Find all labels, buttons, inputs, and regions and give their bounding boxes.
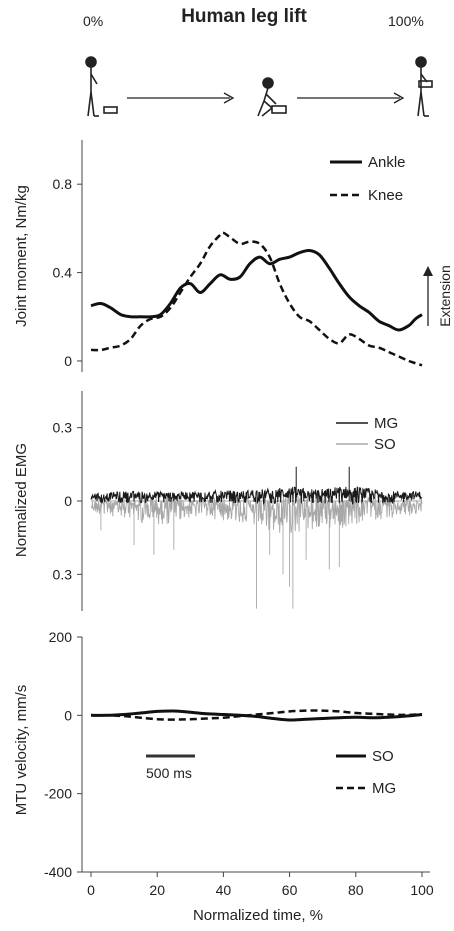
panel-mtu-velocity: 200 0 -200 -400 0 20 40 60 80 100 MTU velocity, … bbox=[13, 629, 434, 924]
series-line-knee bbox=[90, 231, 423, 367]
ylabel-joint-moment: Joint moment, Nm/kg bbox=[13, 185, 30, 327]
stick-figure-end bbox=[415, 56, 433, 117]
legend-knee: Knee bbox=[368, 187, 403, 204]
y-tick-label: 0 bbox=[64, 707, 72, 723]
legend-ankle: Ankle bbox=[368, 154, 406, 171]
scale-bar: 500 ms bbox=[146, 754, 195, 781]
xlabel: Normalized time, % bbox=[193, 907, 323, 924]
panel-joint-moment: 0 0.4 0.8 Joint moment, Nm/kg Ankle Knee E… bbox=[13, 140, 453, 372]
ylabel-emg: Normalized EMG bbox=[13, 443, 30, 557]
stick-figure-start bbox=[85, 56, 118, 117]
x-tick-label: 20 bbox=[149, 882, 165, 898]
y-tick-label: 200 bbox=[49, 629, 73, 645]
stick-figure-squat bbox=[257, 77, 287, 117]
legend-mtu: SO MG bbox=[336, 748, 396, 797]
series-line-mg bbox=[90, 466, 423, 506]
x-tick-label: 80 bbox=[348, 882, 364, 898]
series-line-ankle bbox=[90, 248, 423, 332]
y-tick-label: 0 bbox=[64, 493, 72, 509]
figure-title: Human leg lift bbox=[181, 6, 307, 27]
end-percent-label: 100% bbox=[388, 13, 424, 29]
arrow-1 bbox=[127, 92, 235, 104]
series-line-so bbox=[90, 494, 423, 609]
start-percent-label: 0% bbox=[83, 13, 103, 29]
ylabel-mtu: MTU velocity, mm/s bbox=[13, 685, 30, 816]
x-tick-label: 100 bbox=[410, 882, 434, 898]
series-line-so bbox=[90, 709, 423, 722]
legend-mtu-so: SO bbox=[372, 748, 394, 765]
x-tick-label: 0 bbox=[87, 882, 95, 898]
legend-so: SO bbox=[374, 436, 396, 453]
arrow-2 bbox=[297, 92, 405, 104]
legend-mg: MG bbox=[374, 415, 398, 432]
extension-label: Extension bbox=[437, 265, 453, 326]
extension-arrow bbox=[423, 266, 433, 326]
y-tick-label: -200 bbox=[44, 786, 72, 802]
series-line-mg bbox=[90, 709, 423, 721]
y-tick-label: 0.3 bbox=[53, 420, 73, 436]
y-tick-label: 0.3 bbox=[53, 566, 73, 582]
legend-joint-moment: Ankle Knee bbox=[330, 154, 406, 204]
x-tick-label: 40 bbox=[216, 882, 232, 898]
scale-bar-label: 500 ms bbox=[146, 765, 192, 781]
y-tick-label: 0.4 bbox=[53, 265, 73, 281]
legend-mtu-mg: MG bbox=[372, 780, 396, 797]
y-tick-label: 0.8 bbox=[53, 176, 73, 192]
legend-emg: MG SO bbox=[336, 415, 398, 453]
panel-emg: 0.3 0 0.3 Normalized EMG MG SO bbox=[13, 391, 423, 611]
x-tick-label: 60 bbox=[282, 882, 298, 898]
y-tick-label: -400 bbox=[44, 864, 72, 880]
y-tick-label: 0 bbox=[64, 353, 72, 369]
